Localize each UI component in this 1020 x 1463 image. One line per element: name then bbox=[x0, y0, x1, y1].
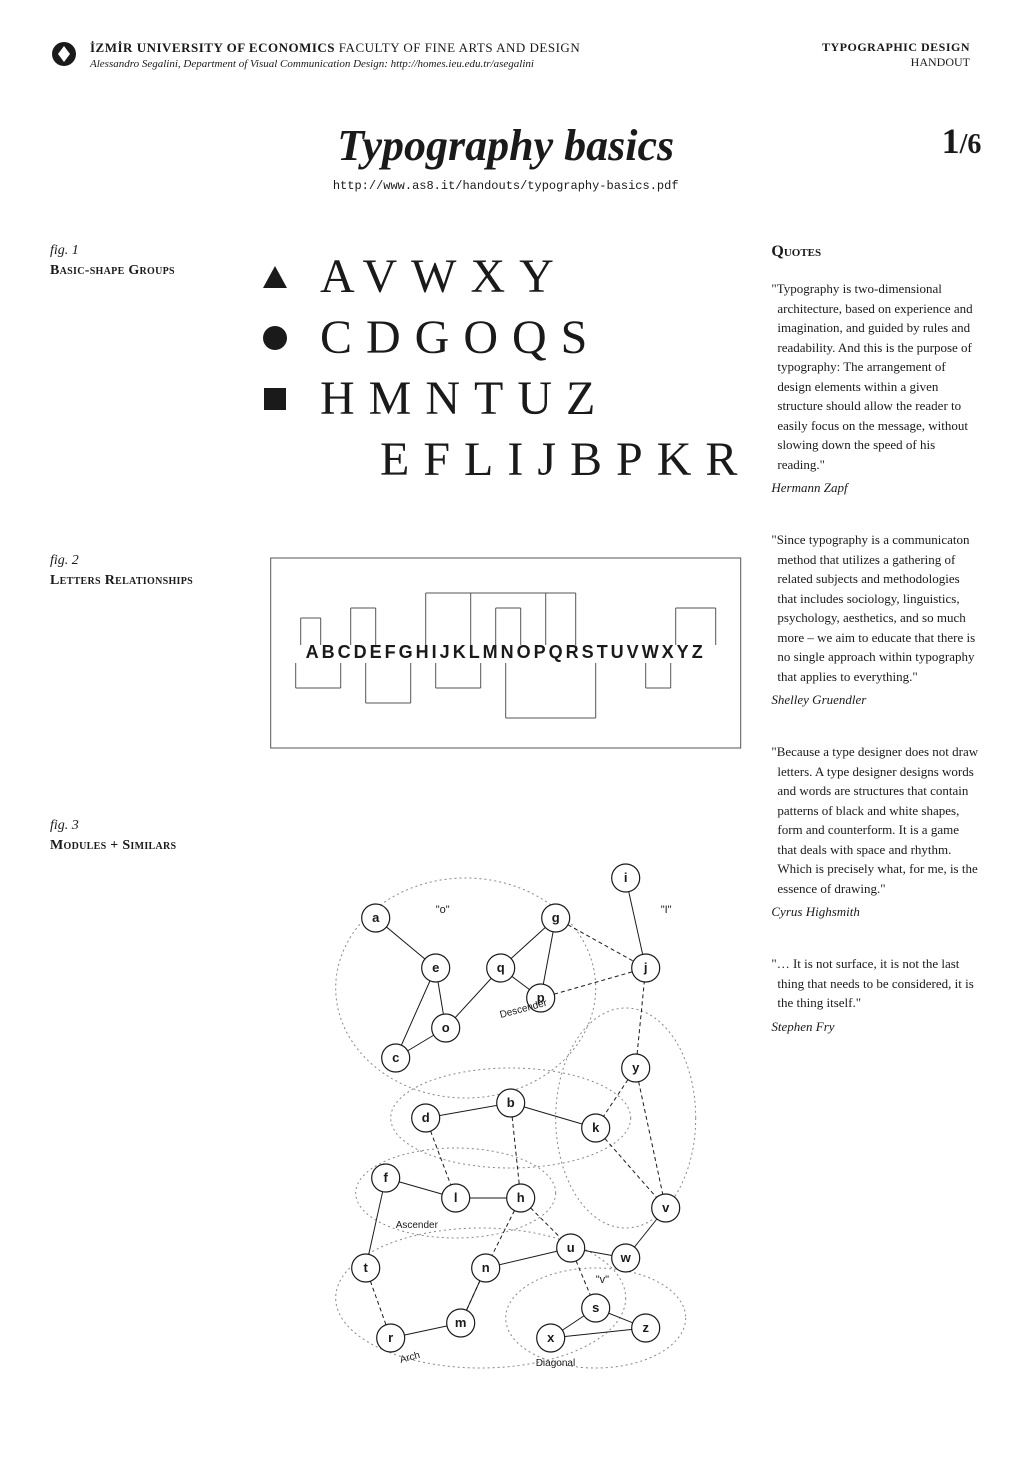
triangle-icon bbox=[260, 264, 290, 290]
fig3-label-block: fig. 3 Modules + Similars bbox=[50, 818, 240, 1383]
anno-o: "o" bbox=[436, 904, 450, 916]
svg-text:y: y bbox=[632, 1060, 640, 1075]
header-right: TYPOGRAPHIC DESIGN HANDOUT bbox=[822, 40, 970, 70]
svg-text:d: d bbox=[422, 1110, 430, 1125]
svg-text:e: e bbox=[432, 960, 439, 975]
quote-block-2: "Because a type designer does not draw l… bbox=[771, 742, 981, 920]
shape-row-circle: CDGOQS bbox=[260, 310, 751, 365]
course-title: TYPOGRAPHIC DESIGN bbox=[822, 40, 970, 55]
svg-text:j: j bbox=[643, 960, 648, 975]
fig3-label: fig. 3 bbox=[50, 818, 240, 834]
svg-text:w: w bbox=[620, 1250, 632, 1265]
svg-text:u: u bbox=[567, 1240, 575, 1255]
svg-text:b: b bbox=[507, 1095, 515, 1110]
doc-type: HANDOUT bbox=[822, 55, 970, 70]
letters-triangle: AVWXY bbox=[320, 249, 568, 304]
circle-icon bbox=[260, 325, 290, 351]
letters-misc: EFLIJBPKR bbox=[380, 432, 751, 487]
anno-I: "I" bbox=[661, 904, 672, 916]
anno-diagonal: Diagonal bbox=[536, 1358, 575, 1369]
shape-row-triangle: AVWXY bbox=[260, 249, 751, 304]
svg-text:z: z bbox=[642, 1320, 649, 1335]
svg-text:f: f bbox=[384, 1170, 389, 1185]
svg-text:n: n bbox=[482, 1260, 490, 1275]
quote-text-1: "Since typography is a communicaton meth… bbox=[771, 530, 981, 686]
page-total: /6 bbox=[960, 129, 982, 160]
quotes-heading: Quotes bbox=[771, 243, 981, 261]
shape-row-misc: EFLIJBPKR bbox=[260, 432, 751, 487]
fig1-label: fig. 1 bbox=[50, 243, 240, 259]
fig2-label-block: fig. 2 Letters Relationships bbox=[50, 553, 240, 798]
svg-text:v: v bbox=[662, 1200, 670, 1215]
source-url: http://www.as8.it/handouts/typography-ba… bbox=[260, 179, 751, 193]
svg-text:x: x bbox=[547, 1330, 555, 1345]
fig1-content: AVWXY CDGOQS HMNTUZ EFLIJBPKR bbox=[260, 243, 751, 493]
svg-text:m: m bbox=[455, 1315, 467, 1330]
shape-row-square: HMNTUZ bbox=[260, 371, 751, 426]
fig3-content: aecoqgpijdbkyflhtnuwvrmxsz "o" "I" "v" D… bbox=[260, 818, 751, 1383]
quote-author-3: Stephen Fry bbox=[771, 1019, 981, 1035]
header-byline: Alessandro Segalini, Department of Visua… bbox=[90, 58, 810, 70]
page-number: 1/6 bbox=[771, 120, 981, 223]
anno-descender: Descender bbox=[499, 998, 549, 1021]
page-current: 1 bbox=[942, 121, 960, 161]
quote-block-0: "Typography is two-dimensional architect… bbox=[771, 279, 981, 496]
quote-author-1: Shelley Gruendler bbox=[771, 692, 981, 708]
anno-arch: Arch bbox=[399, 1350, 422, 1366]
svg-text:k: k bbox=[592, 1120, 600, 1135]
quotes-sidebar: Quotes "Typography is two-dimensional ar… bbox=[771, 243, 981, 1423]
page-header: İZMİR UNIVERSITY OF ECONOMICS FACULTY OF… bbox=[50, 40, 970, 70]
fig1-title: Basic-shape Groups bbox=[50, 263, 240, 279]
logo-icon bbox=[50, 40, 78, 68]
relationships-diagram: ABCDEFGHIJKLMNOPQRSTUVWXYZ bbox=[260, 553, 751, 753]
svg-text:l: l bbox=[454, 1190, 458, 1205]
quote-text-2: "Because a type designer does not draw l… bbox=[771, 742, 981, 898]
fig1-label-block: fig. 1 Basic-shape Groups bbox=[50, 243, 240, 533]
title-block: Typography basics http://www.as8.it/hand… bbox=[260, 120, 751, 193]
spacer bbox=[50, 120, 240, 223]
svg-text:i: i bbox=[624, 870, 628, 885]
letters-circle: CDGOQS bbox=[320, 310, 601, 365]
square-icon bbox=[260, 387, 290, 411]
svg-text:h: h bbox=[517, 1190, 525, 1205]
faculty-name: FACULTY OF FINE ARTS AND DESIGN bbox=[339, 40, 580, 55]
svg-text:t: t bbox=[364, 1260, 369, 1275]
fig2-title: Letters Relationships bbox=[50, 573, 240, 589]
page-title: Typography basics bbox=[260, 120, 751, 171]
anno-ascender: Ascender bbox=[396, 1220, 439, 1231]
quote-block-1: "Since typography is a communicaton meth… bbox=[771, 530, 981, 708]
fig2-content: ABCDEFGHIJKLMNOPQRSTUVWXYZ bbox=[260, 553, 751, 758]
svg-text:a: a bbox=[372, 910, 380, 925]
anno-v: "v" bbox=[596, 1274, 609, 1286]
quote-author-2: Cyrus Highsmith bbox=[771, 904, 981, 920]
university-name: İZMİR UNIVERSITY OF ECONOMICS bbox=[90, 40, 335, 55]
modules-diagram: aecoqgpijdbkyflhtnuwvrmxsz "o" "I" "v" D… bbox=[260, 818, 751, 1378]
quote-text-3: "… It is not surface, it is not the last… bbox=[771, 954, 981, 1013]
fig2-label: fig. 2 bbox=[50, 553, 240, 569]
svg-text:g: g bbox=[552, 910, 560, 925]
fig3-title: Modules + Similars bbox=[50, 838, 240, 854]
svg-text:c: c bbox=[392, 1050, 399, 1065]
header-institution: İZMİR UNIVERSITY OF ECONOMICS FACULTY OF… bbox=[90, 40, 810, 56]
quote-author-0: Hermann Zapf bbox=[771, 480, 981, 496]
alphabet-text: ABCDEFGHIJKLMNOPQRSTUVWXYZ bbox=[306, 642, 706, 662]
svg-text:o: o bbox=[442, 1020, 450, 1035]
quote-block-3: "… It is not surface, it is not the last… bbox=[771, 954, 981, 1035]
svg-text:q: q bbox=[497, 960, 505, 975]
header-left: İZMİR UNIVERSITY OF ECONOMICS FACULTY OF… bbox=[90, 40, 810, 70]
svg-text:s: s bbox=[592, 1300, 599, 1315]
letters-square: HMNTUZ bbox=[320, 371, 609, 426]
svg-text:r: r bbox=[388, 1330, 393, 1345]
quote-text-0: "Typography is two-dimensional architect… bbox=[771, 279, 981, 474]
